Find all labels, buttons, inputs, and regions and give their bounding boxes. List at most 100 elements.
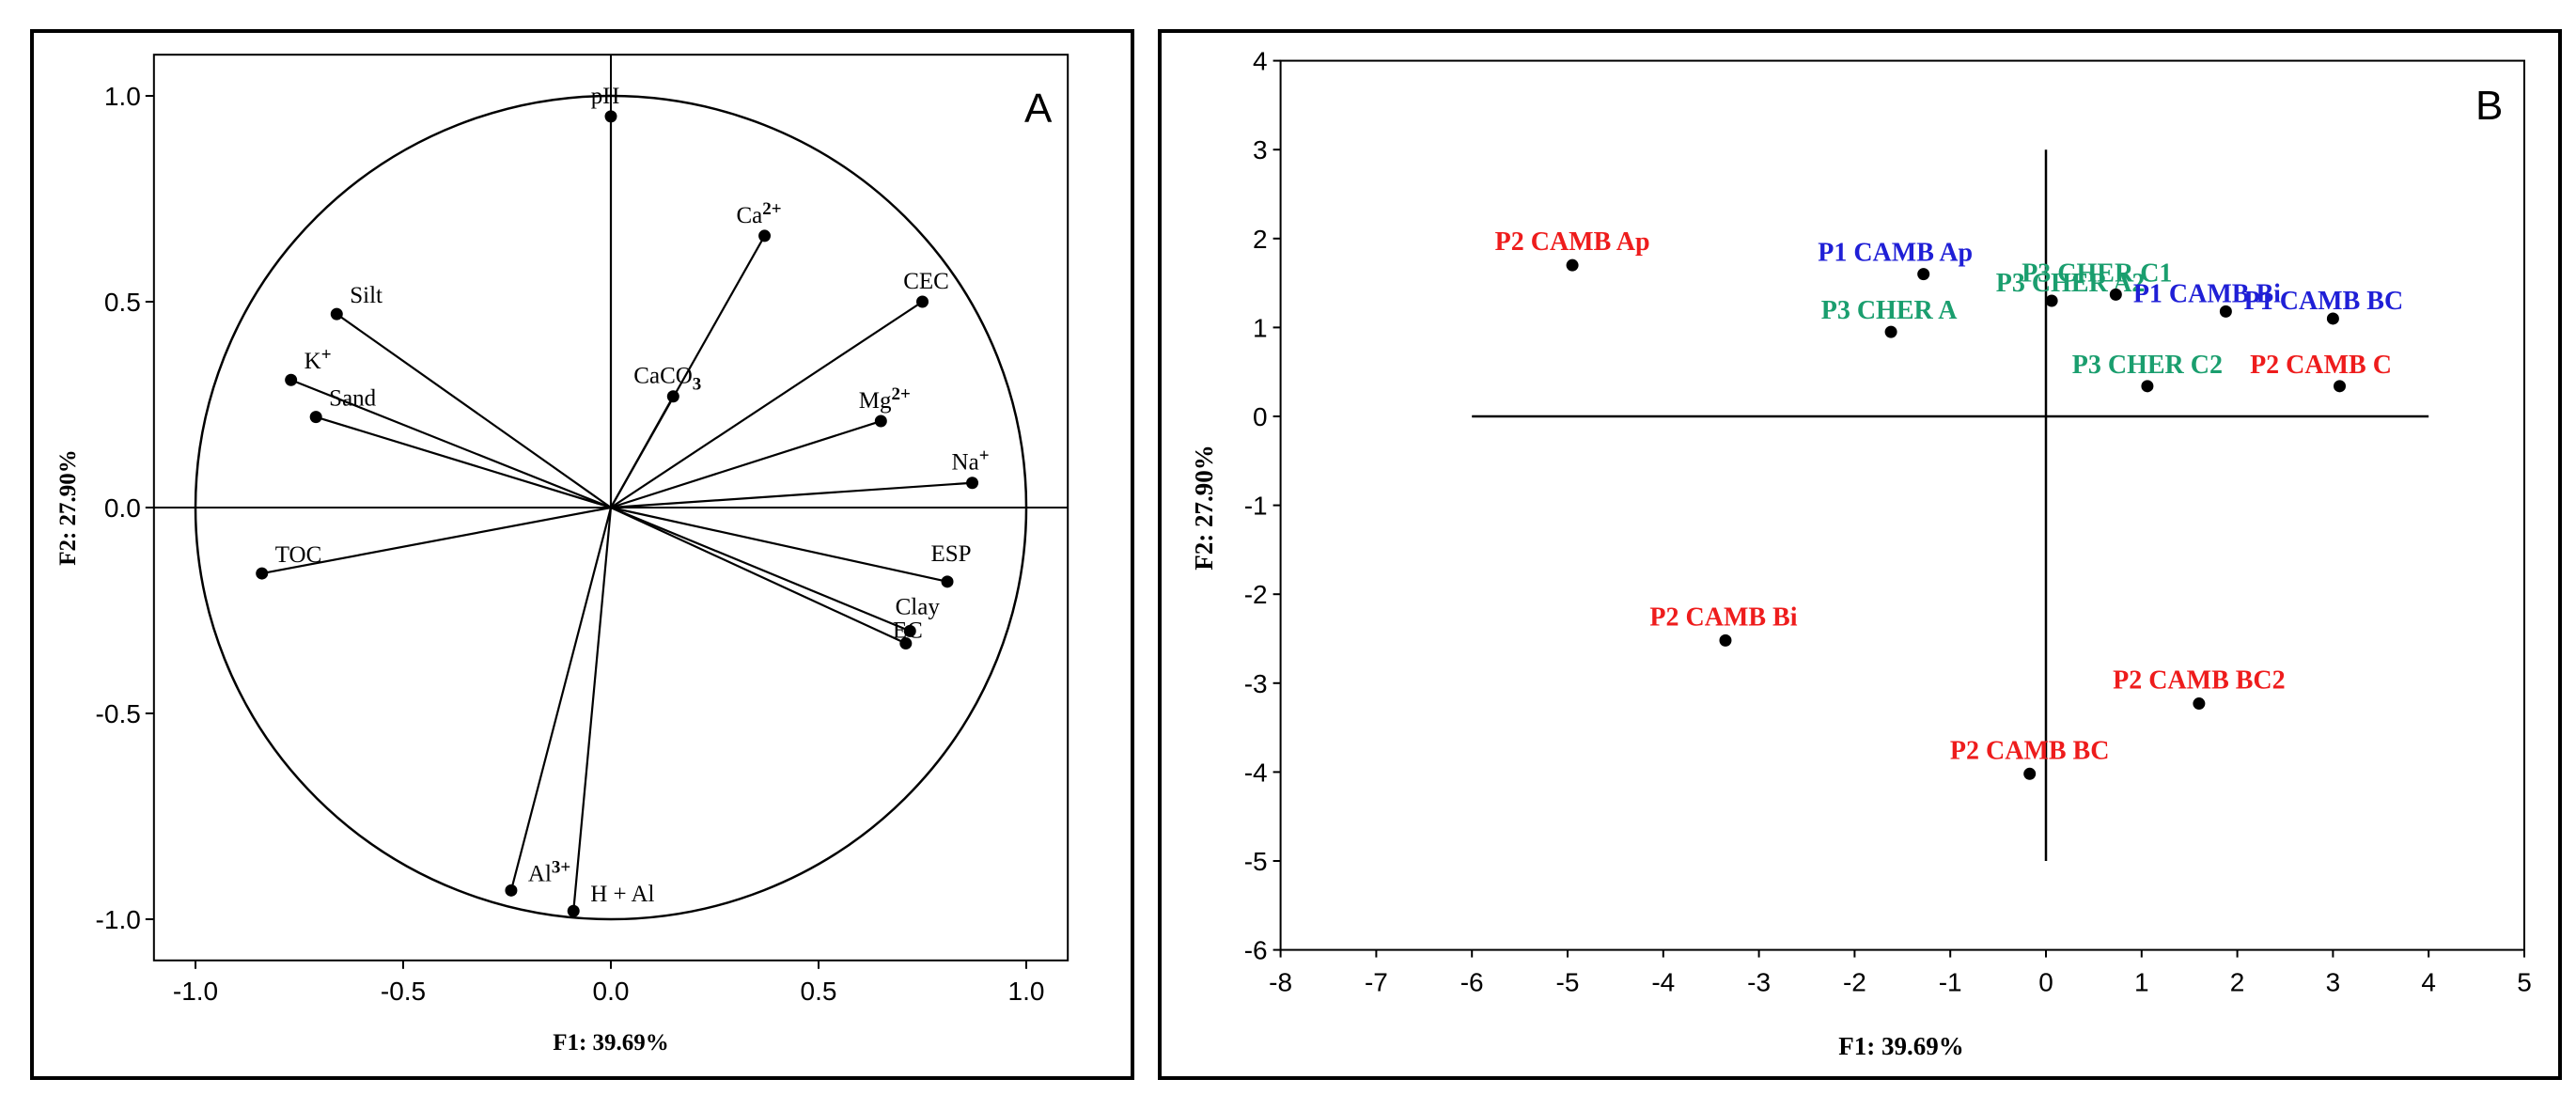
panel-a-x-tick-label: -1.0 bbox=[173, 977, 218, 1006]
panel-b-y-tick-label: -4 bbox=[1244, 758, 1268, 787]
panel-b-sample-point bbox=[1884, 325, 1897, 338]
panel-a-y-tick-label: 0.5 bbox=[104, 288, 141, 317]
panel-a-variable-label: TOC bbox=[275, 542, 322, 568]
panel-a-y-tick-label: -1.0 bbox=[96, 905, 141, 934]
panel-a-variable-point bbox=[941, 575, 954, 588]
panel-b-sample-point bbox=[2219, 305, 2232, 318]
panel-b-x-tick-label: -3 bbox=[1747, 968, 1771, 997]
panel-a-variable-label: Silt bbox=[350, 283, 382, 308]
panel-b-sample-label: P2 CAMB Bi bbox=[1649, 602, 1797, 632]
panel-b-x-label: F1: 39.69% bbox=[1838, 1032, 1963, 1060]
panel-a-vector bbox=[315, 415, 612, 509]
panel-a: -1.0 -0.5 0.0 0.5 1.0 1.0 0.5 0.0 -0.5 -1.0 pH Ca2+… bbox=[96, 54, 1069, 1006]
panel-a-vector bbox=[610, 301, 924, 508]
panel-a-vector bbox=[336, 313, 612, 508]
panel-a-variable-label: Al3+ bbox=[528, 857, 570, 886]
panel-b-sample-label: P2 CAMB BC2 bbox=[2113, 666, 2286, 696]
panel-a-variable-point bbox=[604, 110, 617, 123]
panel-b-sample-point bbox=[2045, 294, 2058, 307]
panel-a-vector bbox=[261, 506, 612, 575]
panel-a-vector bbox=[509, 507, 613, 891]
panel-a-variable-point bbox=[285, 373, 298, 386]
panel-a-vector bbox=[572, 507, 613, 912]
panel-a-x-label: F1: 39.69% bbox=[553, 1030, 669, 1056]
panel-b-sample-point bbox=[2141, 380, 2154, 393]
panel-a-variable-label: H + Al bbox=[590, 882, 654, 907]
panel-a-vector bbox=[610, 481, 973, 509]
panel-b-sample-label: P2 CAMB C bbox=[2250, 351, 2392, 380]
panel-b-x-tick-label: -8 bbox=[1269, 968, 1292, 997]
panel-b-y-tick-label: 3 bbox=[1253, 135, 1268, 164]
panel-b-y-tick-label: 0 bbox=[1253, 402, 1268, 431]
panel-b-sample-point bbox=[1917, 268, 1930, 281]
panel-a-variable-point bbox=[505, 884, 518, 897]
panel-a-vector bbox=[610, 419, 882, 509]
panel-a-variable-label: Mg2+ bbox=[859, 384, 911, 414]
panel-a-variable-label: CaCO3 bbox=[633, 364, 701, 395]
panel-b-x-tick-label: -4 bbox=[1651, 968, 1675, 997]
panel-a-unit-circle bbox=[194, 94, 1028, 921]
panel-b-sample-label: P1 CAMB BC bbox=[2244, 287, 2404, 316]
panel-a-variable-point bbox=[758, 229, 772, 242]
panel-b-sample-point bbox=[2109, 288, 2122, 301]
panel-b-plot-area bbox=[1279, 59, 2525, 951]
panel-a-variable-point bbox=[256, 567, 269, 580]
panel-b-y-tick-label: -3 bbox=[1244, 669, 1268, 698]
panel-a-x-tick-label: 0.5 bbox=[801, 977, 837, 1006]
panel-b-sample-point bbox=[1719, 634, 1732, 647]
panel-b-sample-label: P1 CAMB Ap bbox=[1818, 239, 1973, 268]
panel-b-x-tick-label: 5 bbox=[2517, 968, 2532, 997]
panel-b-x-tick-label: 0 bbox=[2038, 968, 2053, 997]
panel-a-variable-point bbox=[330, 307, 343, 321]
panel-a-variable-label: ESP bbox=[930, 541, 971, 567]
panel-a-variable-label: EC bbox=[893, 618, 923, 644]
panel-b-y-tick-label: -1 bbox=[1244, 492, 1268, 521]
panel-b-x-tick-label: 1 bbox=[2134, 968, 2149, 997]
panel-a-variable-point bbox=[966, 477, 979, 490]
panel-a-vector bbox=[290, 379, 612, 509]
panel-a-vector bbox=[610, 507, 907, 645]
panel-b-x-tick-label: 4 bbox=[2421, 968, 2436, 997]
panel-a-variable-label: Na+ bbox=[952, 446, 990, 476]
panel-b: -8 -7 -6 -5 -4 -3 -2 -1 0 1 2 3 4 5 4 3 2 1 0 -1 -2 -3 -4 -5 -6 P… bbox=[1244, 47, 2532, 997]
panel-a-variable-label: Clay bbox=[896, 594, 941, 619]
panel-b-y-tick-label: 1 bbox=[1253, 313, 1268, 342]
panel-b-y-tick-label: -5 bbox=[1244, 847, 1268, 876]
panel-b-x-tick-label: -2 bbox=[1843, 968, 1866, 997]
panel-b-sample-point bbox=[2334, 380, 2347, 393]
panel-b-y-tick-label: -2 bbox=[1244, 580, 1268, 609]
panel-a-vector bbox=[610, 506, 948, 583]
panel-a-variable-label: Sand bbox=[329, 386, 377, 412]
panel-b-y-tick-label: -6 bbox=[1244, 936, 1268, 965]
panel-a-frame bbox=[30, 29, 1134, 1080]
panel-b-x-tick-label: -5 bbox=[1556, 968, 1580, 997]
panel-a-variable-point bbox=[899, 637, 913, 650]
panel-b-x-tick-label: -1 bbox=[1939, 968, 1962, 997]
panel-a-vector bbox=[610, 506, 911, 633]
panel-b-sample-point bbox=[1566, 258, 1579, 272]
panel-b-x-tick-label: -7 bbox=[1365, 968, 1388, 997]
panel-b-x-tick-label: 2 bbox=[2230, 968, 2245, 997]
panel-a-variable-point bbox=[903, 624, 916, 637]
panel-b-sample-label: P3 CHER A bbox=[1821, 296, 1958, 325]
panel-a-x-tick-label: -0.5 bbox=[381, 977, 426, 1006]
panel-a-variable-label: Ca2+ bbox=[736, 199, 781, 228]
panel-b-sample-label: P2 CAMB BC bbox=[1950, 736, 2110, 765]
panel-a-variable-label: K+ bbox=[304, 345, 332, 374]
panel-b-sample-point bbox=[2023, 767, 2037, 780]
panel-a-y-tick-label: -0.5 bbox=[96, 699, 141, 728]
panel-b-sample-point bbox=[2193, 697, 2206, 711]
panel-b-y-tick-label: 2 bbox=[1253, 225, 1268, 254]
panel-a-variable-point bbox=[567, 904, 580, 917]
panel-b-sample-label: P1 CAMB Bi bbox=[2133, 279, 2281, 308]
panel-b-letter: B bbox=[2475, 83, 2503, 129]
panel-a-variable-label: CEC bbox=[903, 269, 949, 294]
panel-b-y-label: F2: 27.90% bbox=[1190, 445, 1218, 570]
panel-a-x-tick-label: 1.0 bbox=[1008, 977, 1045, 1006]
panel-b-sample-label: P3 CHER C2 bbox=[2072, 351, 2223, 380]
panel-a-y-tick-label: 1.0 bbox=[104, 82, 141, 111]
panel-a-variable-label: pH bbox=[591, 84, 620, 109]
panel-a-y-label: F2: 27.90% bbox=[55, 449, 81, 566]
panel-a-letter: A bbox=[1024, 86, 1053, 132]
